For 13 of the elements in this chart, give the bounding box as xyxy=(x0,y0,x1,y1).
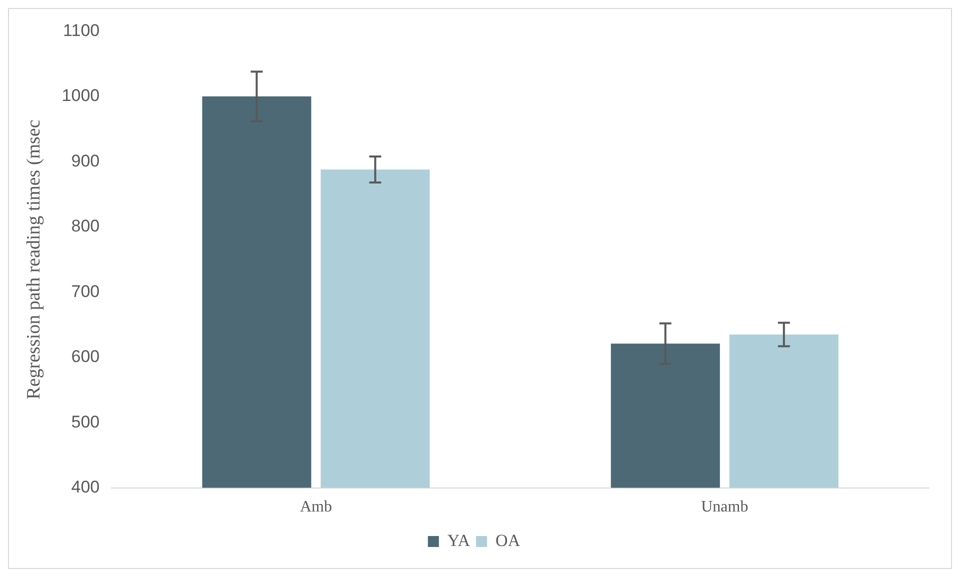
legend-label: YA xyxy=(447,530,471,550)
y-tick-label: 500 xyxy=(71,412,100,432)
x-tick-label: Unamb xyxy=(701,498,748,516)
legend-label: OA xyxy=(496,530,521,550)
x-tick-label: Amb xyxy=(300,498,332,516)
y-tick-label: 900 xyxy=(71,151,100,170)
y-tick-label: 800 xyxy=(71,216,100,236)
y-tick-label: 700 xyxy=(71,282,100,301)
y-tick-label: 600 xyxy=(71,347,100,366)
y-axis-title: Regression path reading times (msec xyxy=(23,120,44,400)
y-tick-label: 1000 xyxy=(62,86,100,106)
y-tick-label: 1100 xyxy=(63,20,100,40)
y-tick-label: 400 xyxy=(71,477,100,496)
